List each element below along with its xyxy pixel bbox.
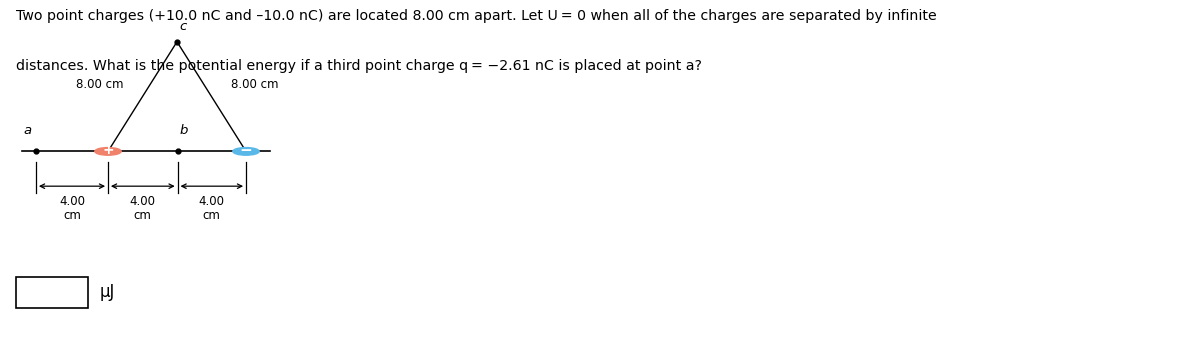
Text: Two point charges (+10.0 nC and –10.0 nC) are located 8.00 cm apart. Let U = 0 w: Two point charges (+10.0 nC and –10.0 nC… [16,9,936,23]
Text: a: a [23,125,31,137]
Text: 4.00: 4.00 [130,195,156,208]
Text: cm: cm [203,209,221,222]
Text: cm: cm [134,209,151,222]
Text: c: c [180,20,187,33]
Text: 4.00: 4.00 [59,195,85,208]
Text: b: b [180,125,188,137]
Text: 8.00 cm: 8.00 cm [76,78,124,92]
FancyBboxPatch shape [16,277,88,308]
Text: distances. What is the potential energy if a third point charge q = −2.61 nC is : distances. What is the potential energy … [16,59,702,73]
Text: +: + [102,143,114,157]
Text: cm: cm [64,209,80,222]
Text: 8.00 cm: 8.00 cm [230,78,278,92]
Circle shape [233,148,259,155]
Text: −: − [240,143,252,158]
Text: μJ: μJ [100,283,115,301]
Circle shape [95,148,121,155]
Text: 4.00: 4.00 [199,195,224,208]
